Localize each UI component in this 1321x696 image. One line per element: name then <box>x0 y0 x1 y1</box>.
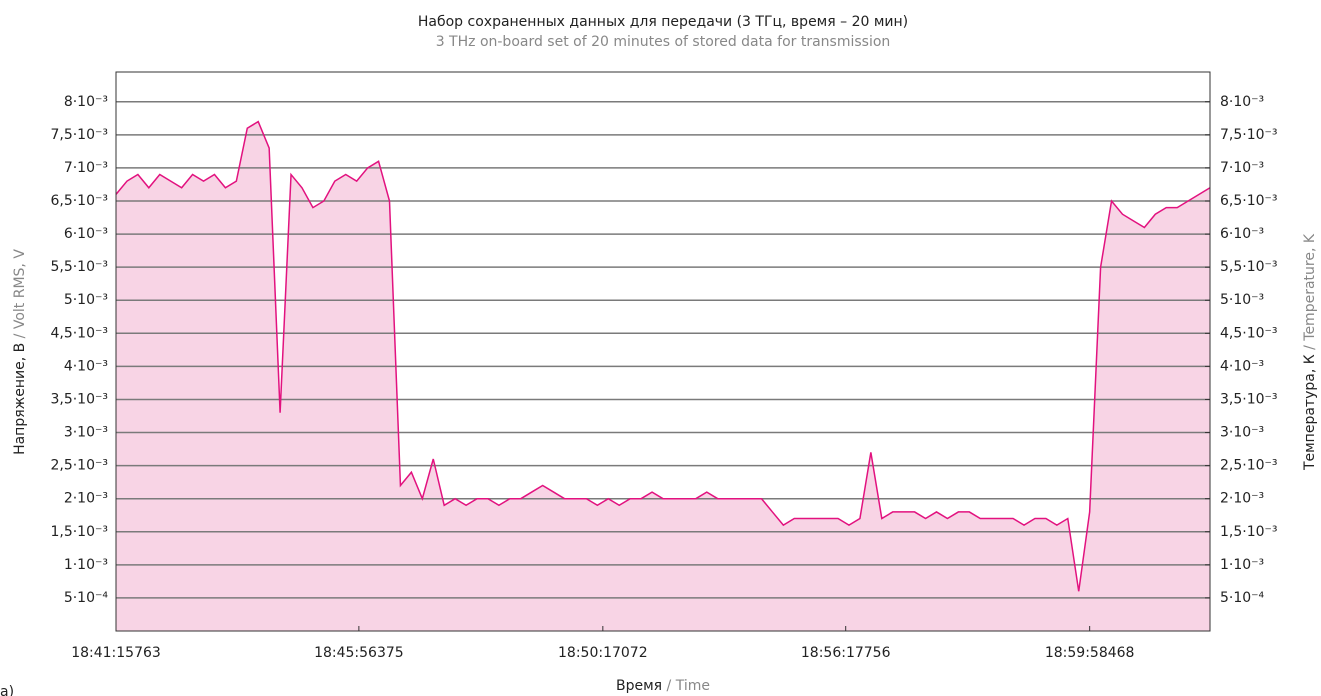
x-tick-label: 18:50:17072 <box>558 645 648 661</box>
y-tick-label: 2,5·10⁻³ <box>50 458 108 474</box>
y-tick-label: 2·10⁻³ <box>64 491 108 507</box>
x-label-en: / Time <box>667 678 710 694</box>
y2-axis-title: Температура, К / Temperature, K <box>1302 233 1318 471</box>
area-fill <box>116 121 1210 631</box>
y-label-en: / Volt RMS, V <box>12 249 28 339</box>
y2-tick-label: 8·10⁻³ <box>1220 94 1264 110</box>
y2-tick-label: 1·10⁻³ <box>1220 557 1264 573</box>
y-tick-label: 5·10⁻⁴ <box>64 590 109 606</box>
y2-tick-label: 7,5·10⁻³ <box>1220 127 1278 143</box>
y2-tick-label: 5,5·10⁻³ <box>1220 259 1278 275</box>
chart-subtitle: 3 THz on-board set of 20 minutes of stor… <box>436 34 891 50</box>
y-tick-label: 7,5·10⁻³ <box>50 127 108 143</box>
y2-tick-label: 5·10⁻³ <box>1220 292 1264 308</box>
line <box>115 120 1211 592</box>
y-tick-label: 3·10⁻³ <box>64 425 108 441</box>
x-label: Время <box>616 678 662 694</box>
y-tick-label: 6·10⁻³ <box>64 226 108 242</box>
y-tick-label: 8·10⁻³ <box>64 94 108 110</box>
x-tick-label: 18:45:56375 <box>314 645 404 661</box>
x-tick-label: 18:59:58468 <box>1045 645 1135 661</box>
y-tick-label: 5·10⁻³ <box>64 292 108 308</box>
y2-tick-label: 6,5·10⁻³ <box>1220 193 1278 209</box>
y2-label-en: / Temperature, K <box>1302 233 1318 350</box>
annotation: а) <box>0 684 14 696</box>
y-tick-label: 3,5·10⁻³ <box>50 391 108 407</box>
y2-tick-label: 4·10⁻³ <box>1220 358 1264 374</box>
chart-title: Набор сохраненных данных для передачи (3… <box>418 14 908 30</box>
x-tick-label: 18:41:15763 <box>71 645 161 661</box>
y2-tick-label: 6·10⁻³ <box>1220 226 1264 242</box>
y2-tick-label: 2·10⁻³ <box>1220 491 1264 507</box>
y-label: Напряжение, В <box>12 343 28 455</box>
y-axis-title: Напряжение, В / Volt RMS, V <box>12 249 28 455</box>
y2-tick-label: 3·10⁻³ <box>1220 425 1264 441</box>
y-tick-label: 6,5·10⁻³ <box>50 193 108 209</box>
plot-frame <box>115 71 1211 632</box>
y2-tick-label: 5·10⁻⁴ <box>1220 590 1265 606</box>
y-tick-label: 1·10⁻³ <box>64 557 108 573</box>
y2-tick-label: 7·10⁻³ <box>1220 160 1264 176</box>
y-tick-label: 7·10⁻³ <box>64 160 108 176</box>
y2-label: Температура, К <box>1302 354 1318 471</box>
y-tick-label: 5,5·10⁻³ <box>50 259 108 275</box>
y-tick-label: 1,5·10⁻³ <box>50 524 108 540</box>
y2-tick-label: 4,5·10⁻³ <box>1220 325 1278 341</box>
x-tick-label: 18:56:17756 <box>801 645 891 661</box>
y2-tick-label: 1,5·10⁻³ <box>1220 524 1278 540</box>
y-tick-label: 4,5·10⁻³ <box>50 325 108 341</box>
y2-tick-label: 2,5·10⁻³ <box>1220 458 1278 474</box>
x-axis-title: Время / Time <box>616 678 710 694</box>
y2-tick-label: 3,5·10⁻³ <box>1220 391 1278 407</box>
y-tick-label: 4·10⁻³ <box>64 358 108 374</box>
